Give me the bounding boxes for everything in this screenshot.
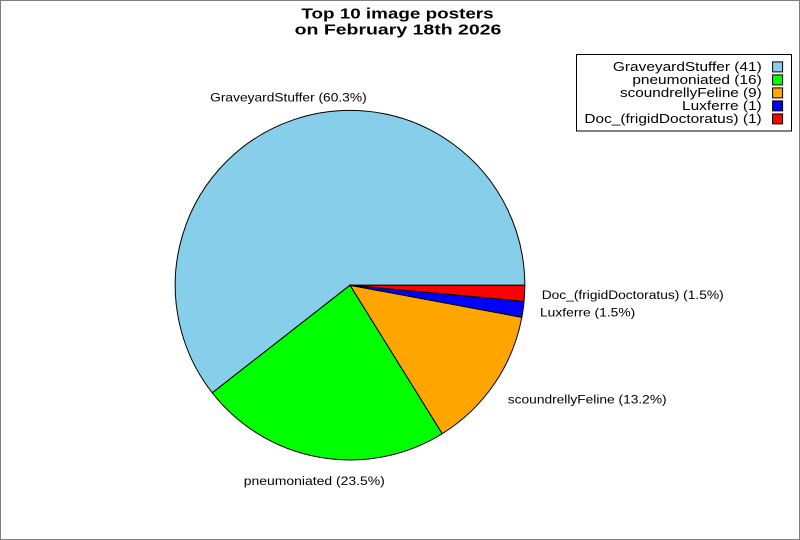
svg-text:Top 10 image posters: Top 10 image posters — [301, 5, 493, 22]
svg-text:Luxferre (1.5%): Luxferre (1.5%) — [540, 305, 635, 319]
svg-text:scoundrellyFeline (13.2%): scoundrellyFeline (13.2%) — [508, 392, 667, 406]
svg-text:scoundrellyFeline (9): scoundrellyFeline (9) — [620, 86, 762, 101]
svg-text:GraveyardStuffer (41): GraveyardStuffer (41) — [613, 60, 762, 75]
svg-text:pneumoniated (23.5%): pneumoniated (23.5%) — [244, 474, 385, 488]
svg-text:Doc_(frigidDoctoratus) (1.5%): Doc_(frigidDoctoratus) (1.5%) — [542, 288, 724, 302]
svg-text:Luxferre (1): Luxferre (1) — [682, 99, 762, 114]
svg-text:pneumoniated (16): pneumoniated (16) — [632, 73, 761, 88]
svg-text:GraveyardStuffer (60.3%): GraveyardStuffer (60.3%) — [210, 90, 367, 104]
svg-text:on February 18th 2026: on February 18th 2026 — [295, 21, 502, 38]
svg-text:Doc_(frigidDoctoratus) (1): Doc_(frigidDoctoratus) (1) — [584, 112, 761, 127]
